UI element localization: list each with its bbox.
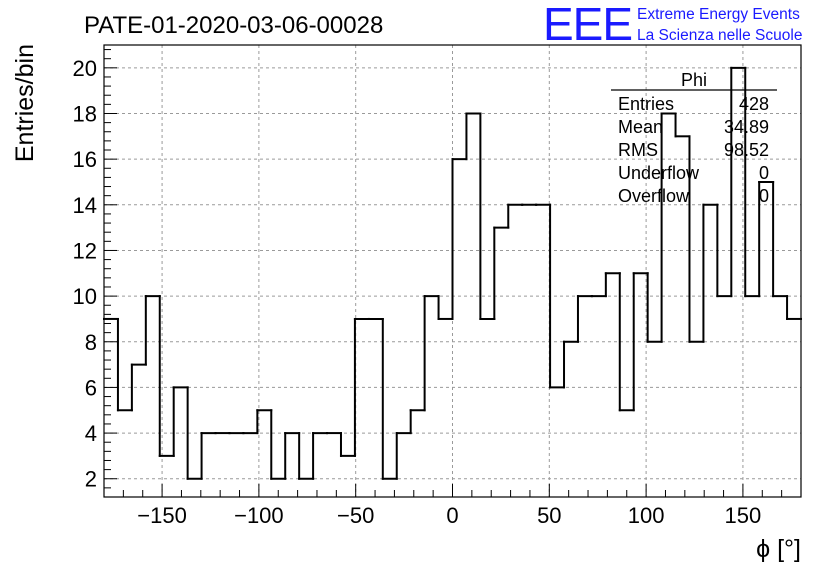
chart-title: PATE-01-2020-03-06-00028 xyxy=(84,12,383,39)
stats-row-label: Overflow xyxy=(618,186,690,206)
x-tick-label: −100 xyxy=(234,503,284,528)
x-tick-label: 150 xyxy=(725,503,762,528)
y-tick-label: 4 xyxy=(85,421,97,446)
stats-row-label: Underflow xyxy=(618,163,700,183)
stats-box-name: Phi xyxy=(681,70,707,90)
y-tick-label: 20 xyxy=(73,56,97,81)
y-tick-label: 6 xyxy=(85,375,97,400)
stats-row-label: Mean xyxy=(618,117,663,137)
x-tick-label: 0 xyxy=(446,503,458,528)
x-tick-label: 50 xyxy=(537,503,561,528)
y-tick-label: 12 xyxy=(73,238,97,263)
stats-row-value: 98.52 xyxy=(724,140,769,160)
x-tick-label: −50 xyxy=(337,503,374,528)
stats-row-label: RMS xyxy=(618,140,658,160)
logo-line-1: Extreme Energy Events xyxy=(637,6,800,23)
stats-row-value: 0 xyxy=(759,163,769,183)
stats-row-value: 0 xyxy=(759,186,769,206)
stats-row-label: Entries xyxy=(618,94,674,114)
y-tick-label: 10 xyxy=(73,284,97,309)
x-tick-label: 100 xyxy=(628,503,665,528)
y-tick-label: 18 xyxy=(73,101,97,126)
x-tick-label: −150 xyxy=(137,503,187,528)
eee-logo: EEE Extreme Energy Events La Scienza nel… xyxy=(543,0,802,50)
y-tick-label: 16 xyxy=(73,147,97,172)
stats-rows: Entries 428 Mean 34.89 RMS 98.52 Underflow 0 Ove… xyxy=(618,94,769,206)
logo-line-2: La Scienza nelle Scuole xyxy=(637,27,802,44)
x-axis-label: ϕ [°] xyxy=(756,535,801,563)
y-tick-label: 2 xyxy=(85,467,97,492)
y-tick-label: 8 xyxy=(85,330,97,355)
stats-row-value: 34.89 xyxy=(724,117,769,137)
y-tick-label: 14 xyxy=(73,193,97,218)
stats-row-value: 428 xyxy=(739,94,769,114)
logo-eee-text: EEE xyxy=(543,0,632,50)
histogram xyxy=(103,66,802,480)
y-axis-label: Entries/bin xyxy=(11,44,39,162)
axis-ticks xyxy=(103,49,802,498)
axis-tick-labels: −150 −100 −50 0 50 100 150 2 4 6 8 10 12 14 16 18 20 xyxy=(73,56,762,528)
stats-box: Phi Entries 428 Mean 34.89 RMS 98.52 Underflow… xyxy=(611,70,777,206)
